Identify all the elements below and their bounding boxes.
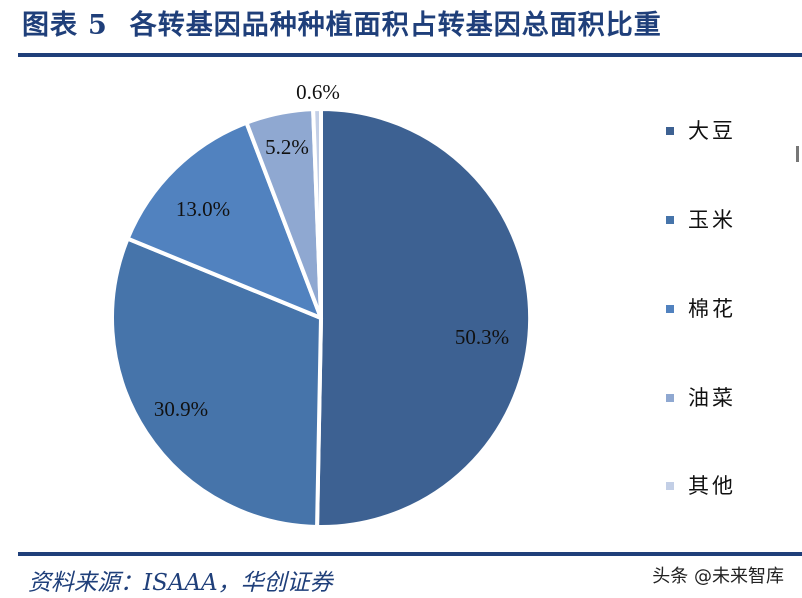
pie-slice-1: [315, 107, 533, 529]
source-note: 资料来源：ISAAA，华创证券: [28, 570, 333, 596]
slice-value-label: 5.2%: [265, 135, 309, 159]
cursor-mark: [796, 146, 799, 162]
legend-swatch-icon: [666, 127, 674, 135]
legend-swatch-icon: [666, 216, 674, 224]
pie-slice-5: [311, 107, 323, 320]
top-divider: [18, 53, 802, 57]
slice-value-label: 50.3%: [455, 325, 509, 349]
figure-label: 图表: [22, 10, 78, 41]
watermark: 头条 @未来智库: [652, 566, 784, 587]
pie-slice-2: [110, 236, 323, 529]
slice-value-label: 0.6%: [296, 80, 340, 104]
chart-title: 各转基因品种种植面积占转基因总面积比重: [129, 10, 662, 41]
legend-label: 玉米: [688, 208, 736, 232]
bottom-divider: [18, 552, 802, 556]
slice-value-label: 13.0%: [176, 197, 230, 221]
figure-number: 5: [88, 10, 108, 41]
slice-value-label: 30.9%: [154, 397, 208, 421]
legend-swatch-icon: [666, 482, 674, 490]
figure-title: 图表 5 各转基因品种种植面积占转基因总面积比重: [22, 6, 662, 46]
pie-slice-3: [125, 120, 323, 320]
legend-label: 其他: [688, 474, 736, 498]
legend-swatch-icon: [666, 305, 674, 313]
legend-label: 大豆: [688, 119, 736, 143]
legend-label: 油菜: [688, 386, 736, 410]
legend-swatch-icon: [666, 394, 674, 402]
legend-label: 棉花: [688, 297, 736, 321]
